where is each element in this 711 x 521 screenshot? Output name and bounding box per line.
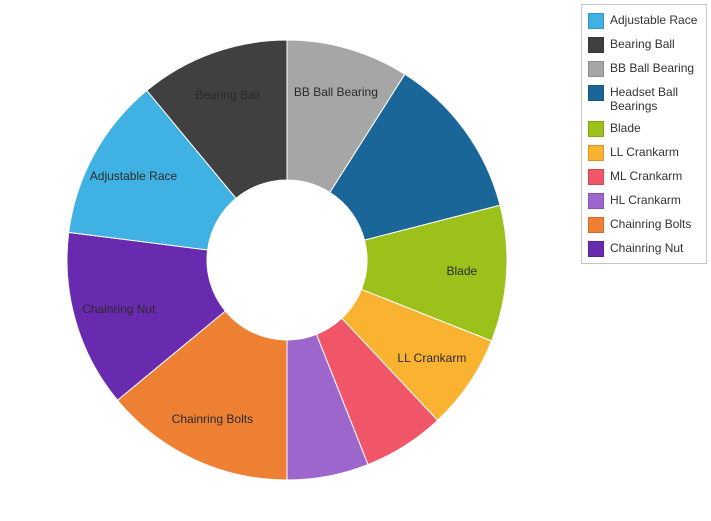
legend-swatch <box>588 217 604 233</box>
legend-swatch <box>588 61 604 77</box>
legend-swatch <box>588 169 604 185</box>
legend-item[interactable]: LL Crankarm <box>586 141 702 165</box>
legend: Adjustable Race Bearing Ball BB Ball Beari… <box>581 4 707 264</box>
legend-label: LL Crankarm <box>610 145 700 159</box>
legend-swatch <box>588 193 604 209</box>
legend-swatch <box>588 241 604 257</box>
legend-item[interactable]: Chainring Bolts <box>586 213 702 237</box>
legend-item[interactable]: Chainring Nut <box>586 237 702 261</box>
chart-container: BB Ball Bearing Blade LL Crankarm Chainring… <box>0 0 711 521</box>
legend-swatch <box>588 13 604 29</box>
legend-label: BB Ball Bearing <box>610 61 700 75</box>
legend-item[interactable]: HL Crankarm <box>586 189 702 213</box>
legend-item[interactable]: Blade <box>586 117 702 141</box>
legend-label: Bearing Ball <box>610 37 700 51</box>
legend-swatch <box>588 85 604 101</box>
legend-label: Blade <box>610 121 700 135</box>
legend-swatch <box>588 121 604 137</box>
legend-label: Chainring Bolts <box>610 217 700 231</box>
legend-label: HL Crankarm <box>610 193 700 207</box>
legend-swatch <box>588 145 604 161</box>
donut-chart: BB Ball BearingBladeLL CrankarmChainring… <box>0 0 575 521</box>
legend-item[interactable]: Adjustable Race <box>586 9 702 33</box>
legend-item[interactable]: Bearing Ball <box>586 33 702 57</box>
legend-label: ML Crankarm <box>610 169 700 183</box>
legend-swatch <box>588 37 604 53</box>
legend-item[interactable]: ML Crankarm <box>586 165 702 189</box>
donut-svg <box>0 0 575 521</box>
legend-label: Chainring Nut <box>610 241 700 255</box>
legend-label: Adjustable Race <box>610 13 700 27</box>
legend-item[interactable]: Headset Ball Bearings <box>586 81 702 117</box>
legend-label: Headset Ball Bearings <box>610 85 700 113</box>
legend-item[interactable]: BB Ball Bearing <box>586 57 702 81</box>
